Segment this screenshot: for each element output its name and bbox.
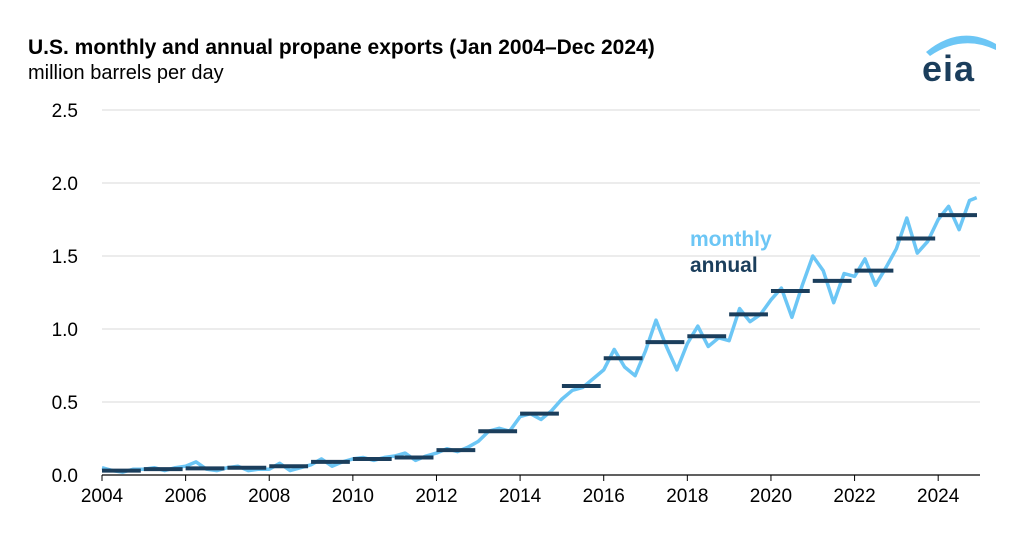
series-line-monthly (101, 195, 978, 474)
x-tick-label: 2014 (499, 486, 542, 507)
y-tick-label: 0.0 (52, 466, 78, 487)
x-tick-label: 2010 (332, 486, 374, 507)
legend-label-annual: annual (690, 254, 758, 277)
y-axis-ticks: 0.0 0.5 1.0 1.5 2.0 2.5 (52, 101, 78, 487)
gridlines (102, 109, 980, 403)
y-tick-label: 0.5 (52, 393, 78, 414)
chart-title: U.S. monthly and annual propane exports … (28, 36, 655, 59)
series (101, 195, 978, 474)
y-tick-label: 1.5 (52, 247, 78, 268)
y-tick-label: 2.5 (52, 101, 78, 122)
x-tick-label: 2016 (583, 486, 625, 507)
x-tick-label: 2020 (750, 486, 792, 507)
x-tick-label: 2004 (81, 486, 124, 507)
x-tick-label: 2008 (248, 486, 290, 507)
x-tick-label: 2018 (666, 486, 708, 507)
legend-label-monthly: monthly (690, 228, 772, 251)
x-axis-ticks: 2004 2006 2008 2010 2012 2014 2016 2018 2020 2022… (81, 474, 980, 507)
chart-subtitle: million barrels per day (28, 62, 224, 84)
y-tick-label: 2.0 (52, 174, 78, 195)
x-tick-label: 2024 (917, 486, 960, 507)
eia-logo-arc-icon (926, 35, 996, 56)
x-tick-label: 2022 (833, 486, 875, 507)
y-tick-label: 1.0 (52, 320, 78, 341)
eia-logo: eia (922, 48, 976, 89)
x-tick-label: 2012 (415, 486, 457, 507)
x-tick-label: 2006 (164, 486, 206, 507)
